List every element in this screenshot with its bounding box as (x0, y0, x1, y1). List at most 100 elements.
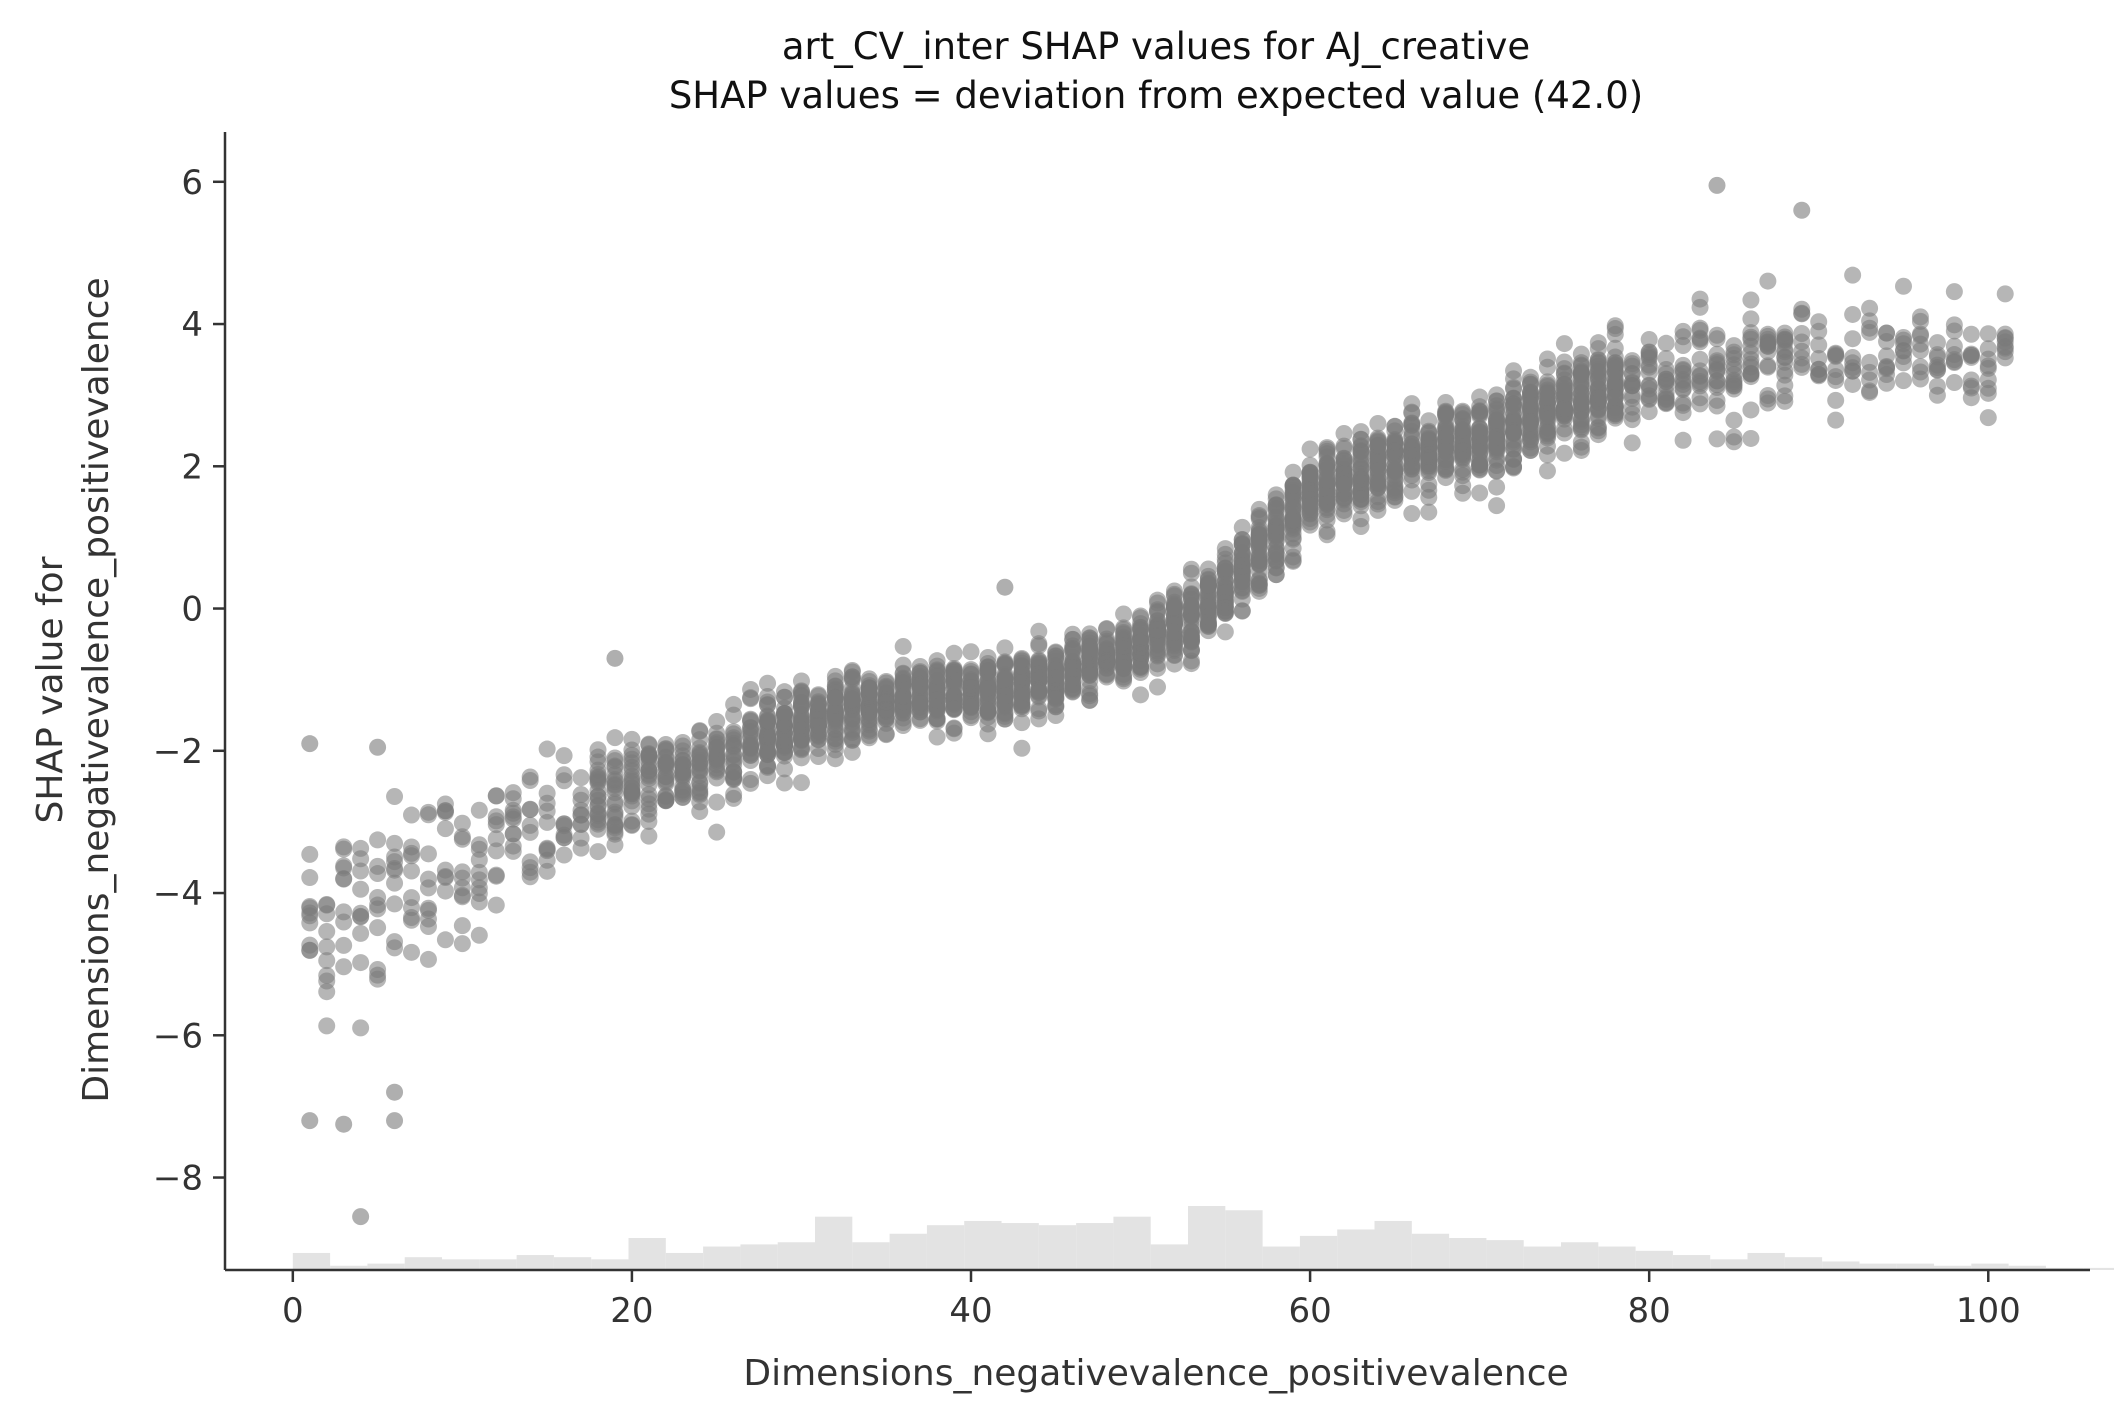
data-point (1911, 312, 1929, 330)
histogram-bar (1859, 1263, 1897, 1270)
data-point (1454, 477, 1472, 495)
data-point (1013, 714, 1031, 732)
data-point (928, 657, 946, 675)
data-point (335, 838, 353, 856)
data-point (1759, 272, 1777, 290)
data-point (1182, 564, 1200, 582)
data-point (776, 774, 793, 792)
data-point (759, 696, 777, 714)
data-point (792, 716, 810, 734)
data-point (335, 936, 353, 954)
data-point (1420, 475, 1438, 493)
data-point (1284, 481, 1302, 499)
data-point (436, 803, 454, 821)
data-point (1471, 484, 1489, 502)
data-point (1149, 621, 1166, 639)
data-point (1572, 416, 1590, 434)
data-point (1623, 411, 1641, 429)
data-point (1522, 442, 1539, 460)
data-point (1538, 407, 1556, 425)
data-point (1538, 389, 1556, 407)
data-point (436, 882, 454, 900)
data-point (640, 770, 658, 788)
data-point (1233, 518, 1251, 536)
data-point (1352, 517, 1370, 535)
data-point (1115, 654, 1133, 672)
x-tick-label: 80 (1628, 1291, 1671, 1331)
data-point (1267, 566, 1285, 584)
data-point (606, 729, 624, 747)
data-point (1606, 339, 1624, 357)
data-point (1352, 454, 1370, 472)
data-point (1861, 299, 1879, 317)
y-tick-label: −8 (153, 1159, 203, 1199)
data-point (1742, 328, 1760, 346)
data-point (708, 793, 726, 811)
data-point (1996, 343, 2014, 361)
data-point (1691, 395, 1709, 413)
data-point (1505, 370, 1523, 388)
data-point (386, 848, 404, 866)
data-point (1538, 462, 1556, 480)
data-point (1505, 440, 1523, 458)
data-point (589, 843, 607, 861)
data-point (1165, 646, 1183, 664)
data-point (1945, 353, 1963, 371)
data-point (1945, 373, 1963, 391)
data-point (487, 896, 505, 914)
histogram-bar (1523, 1246, 1562, 1270)
data-point (538, 862, 556, 880)
data-point (1538, 424, 1556, 442)
data-point (1844, 375, 1862, 393)
data-point (1471, 456, 1489, 474)
data-point (1267, 502, 1285, 520)
data-point (860, 685, 878, 703)
data-point (419, 899, 437, 917)
data-point (725, 770, 743, 788)
data-point (521, 801, 539, 819)
histogram-bar (889, 1233, 927, 1270)
data-point (1013, 665, 1031, 683)
data-point (352, 954, 370, 972)
data-point (1555, 382, 1573, 400)
data-point (1827, 411, 1845, 429)
data-point (1945, 283, 1963, 301)
histogram-bar (1598, 1246, 1636, 1270)
histogram-bar (292, 1252, 331, 1270)
data-point (708, 738, 726, 756)
data-point (1793, 304, 1811, 322)
data-point (419, 806, 437, 824)
data-point (1962, 325, 1980, 343)
data-point (1827, 344, 1845, 362)
data-point (453, 828, 471, 846)
data-point (1996, 325, 2014, 343)
data-point (1759, 357, 1777, 375)
data-point (1572, 433, 1590, 451)
data-point (1979, 325, 1997, 343)
histogram-bar (442, 1259, 480, 1270)
data-point (1691, 372, 1709, 390)
x-tick-label: 40 (949, 1291, 992, 1331)
data-point (1488, 397, 1506, 415)
data-point (1657, 349, 1675, 367)
data-point (1606, 320, 1624, 338)
data-point (436, 931, 454, 949)
data-point (1861, 319, 1879, 337)
data-point (1742, 310, 1760, 328)
data-point (1895, 277, 1912, 295)
data-point (776, 760, 793, 778)
histogram-bar (1262, 1246, 1300, 1270)
data-point (1606, 388, 1624, 406)
data-point (1013, 739, 1031, 757)
data-point (1979, 371, 1997, 389)
data-point (572, 806, 590, 824)
data-point (623, 779, 641, 797)
data-point (1844, 266, 1862, 284)
data-point (759, 708, 777, 726)
data-point (1555, 400, 1573, 418)
data-point (1030, 700, 1048, 718)
data-point (1640, 403, 1658, 421)
histogram-bar (1896, 1263, 1935, 1270)
data-point (1352, 430, 1370, 448)
